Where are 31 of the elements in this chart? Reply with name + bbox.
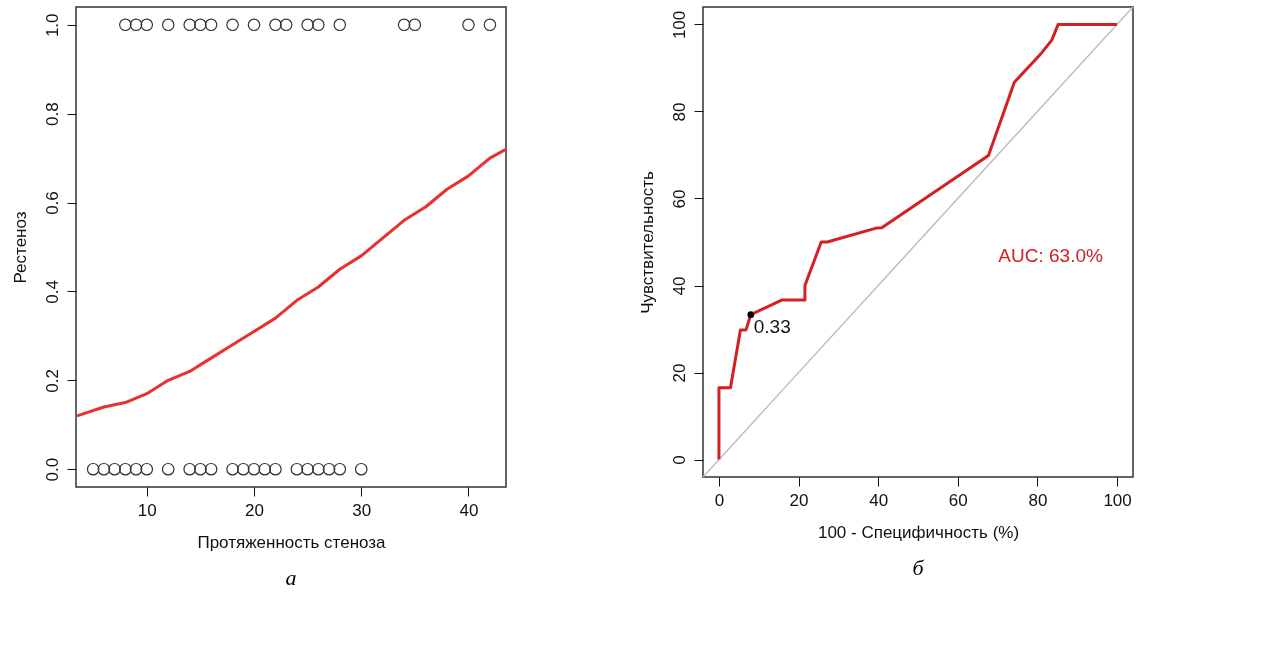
y-tick-label: 40 <box>669 276 689 296</box>
x-tick-label: 20 <box>245 500 264 520</box>
x-tick-label: 80 <box>1028 490 1048 510</box>
x-axis-title: Протяженность стеноза <box>197 532 387 552</box>
y-axis-title: Чувствительность <box>637 170 657 314</box>
y-tick-label: 0.4 <box>42 280 62 304</box>
y-tick-label: 100 <box>669 10 689 40</box>
y-axis-title: Рестеноз <box>10 211 30 284</box>
text: а <box>285 565 297 590</box>
x-tick-label: 0 <box>714 490 725 510</box>
line-series <box>76 147 506 418</box>
x-tick-label: 10 <box>137 500 157 520</box>
x-tick-label: 30 <box>352 500 372 520</box>
y-tick-label: 0.8 <box>42 102 62 126</box>
x-tick-label: 40 <box>869 490 889 510</box>
annotation: AUC: 63.0% <box>998 245 1104 267</box>
y-tick-label: 1.0 <box>42 13 62 38</box>
annotation: 0.33 <box>753 315 791 337</box>
x-tick-label: 100 <box>1103 490 1132 510</box>
x-tick-label: 60 <box>948 490 968 510</box>
y-tick-label: 0 <box>669 455 689 465</box>
y-tick-label: 0.2 <box>42 369 62 393</box>
x-tick-label: 40 <box>459 500 479 520</box>
x-axis-title: 100 - Специфичность (%) <box>817 522 1020 542</box>
y-tick-label: 80 <box>669 102 689 122</box>
text: б <box>912 555 925 580</box>
y-tick-label: 20 <box>669 363 689 383</box>
x-tick-label: 20 <box>789 490 809 510</box>
y-tick-label: 0.6 <box>42 191 62 215</box>
y-tick-label: 60 <box>669 189 689 209</box>
y-tick-label: 0.0 <box>42 457 62 482</box>
